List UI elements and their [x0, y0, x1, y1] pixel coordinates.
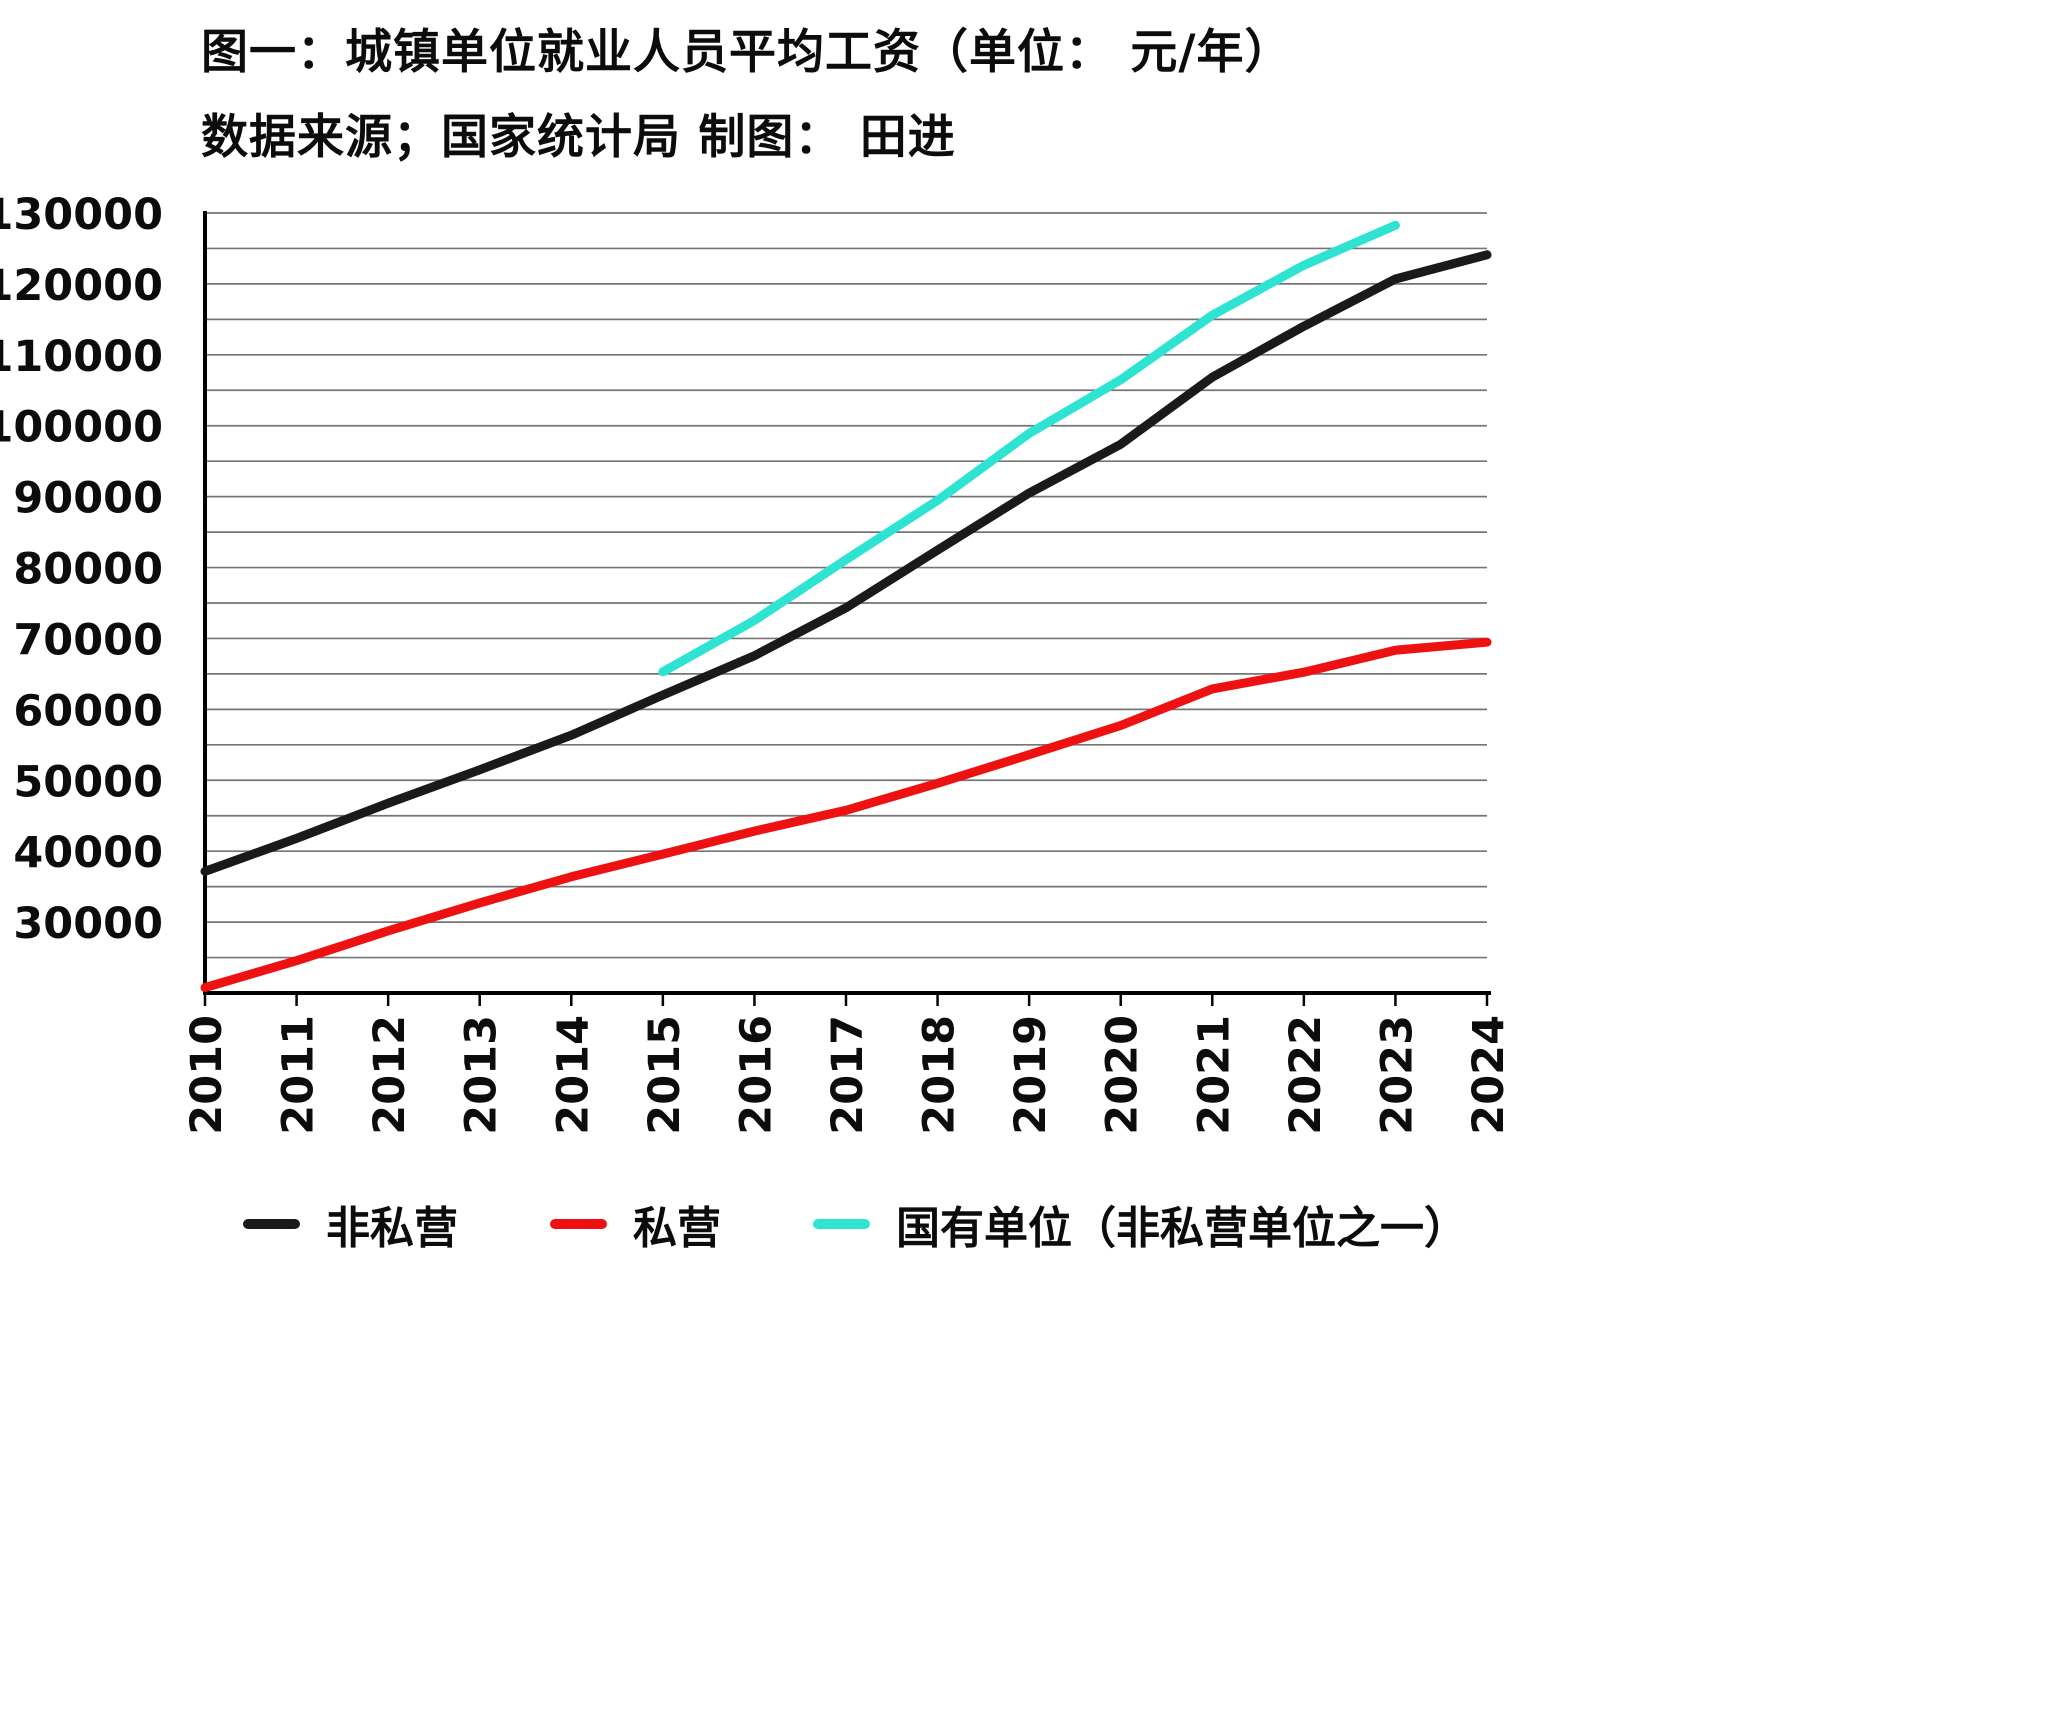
y-tick-label: 130000 [0, 190, 163, 240]
x-tick-label: 2014 [548, 1015, 598, 1135]
chart-title: 图一：城镇单位就业人员平均工资（单位： 元/年） [201, 25, 1293, 80]
x-tick-label: 2018 [915, 1015, 965, 1135]
series-line-2 [658, 220, 1400, 677]
x-tick-label: 2017 [823, 1015, 873, 1135]
x-tick-label: 2011 [274, 1015, 324, 1135]
x-tick-label: 2021 [1189, 1015, 1239, 1135]
non-private-line-swatch [243, 1219, 300, 1229]
legend-item-state-owned: 国有单位（非私营单位之一） [813, 1192, 1468, 1256]
y-tick-label: 110000 [0, 332, 163, 382]
y-tick-label: 30000 [13, 899, 163, 949]
y-tick-label: 100000 [0, 403, 163, 453]
y-tick-label: 60000 [13, 686, 163, 736]
chart-header: 图一：城镇单位就业人员平均工资（单位： 元/年） 数据来源；国家统计局 制图： … [201, 25, 1293, 167]
y-tick-label: 80000 [13, 545, 163, 595]
y-tick-label: 70000 [13, 615, 163, 665]
x-tick-label: 2022 [1281, 1015, 1331, 1135]
series-line-0 [200, 250, 1492, 876]
chart-subtitle: 数据来源；国家统计局 制图： 田进 [201, 110, 956, 166]
legend-label-non-private: 非私营 [326, 1203, 458, 1254]
x-tick-label: 2010 [182, 1015, 232, 1135]
y-tick-label: 40000 [13, 828, 163, 878]
y-tick-label: 50000 [13, 757, 163, 807]
legend-label-state-owned: 国有单位（非私营单位之一） [896, 1203, 1468, 1254]
y-tick-label: 120000 [0, 261, 163, 311]
chart-legend: 非私营 私营 国有单位（非私营单位之一） [243, 1192, 1468, 1256]
legend-item-non-private: 非私营 [243, 1192, 458, 1256]
private-line-swatch [550, 1219, 607, 1229]
x-tick-label: 2015 [640, 1015, 690, 1135]
x-tick-label: 2012 [365, 1015, 415, 1135]
series-line-1 [200, 637, 1492, 993]
state-owned-line-swatch [813, 1219, 870, 1229]
x-tick-label: 2020 [1098, 1015, 1148, 1135]
x-tick-label: 2019 [1006, 1015, 1056, 1135]
y-tick-label: 90000 [13, 474, 163, 524]
x-tick-label: 2013 [457, 1015, 507, 1135]
x-tick-label: 2024 [1464, 1015, 1514, 1135]
legend-label-private: 私营 [633, 1203, 721, 1254]
legend-item-private: 私营 [550, 1192, 721, 1256]
x-tick-label: 2016 [731, 1015, 781, 1135]
x-tick-label: 2023 [1372, 1015, 1422, 1135]
